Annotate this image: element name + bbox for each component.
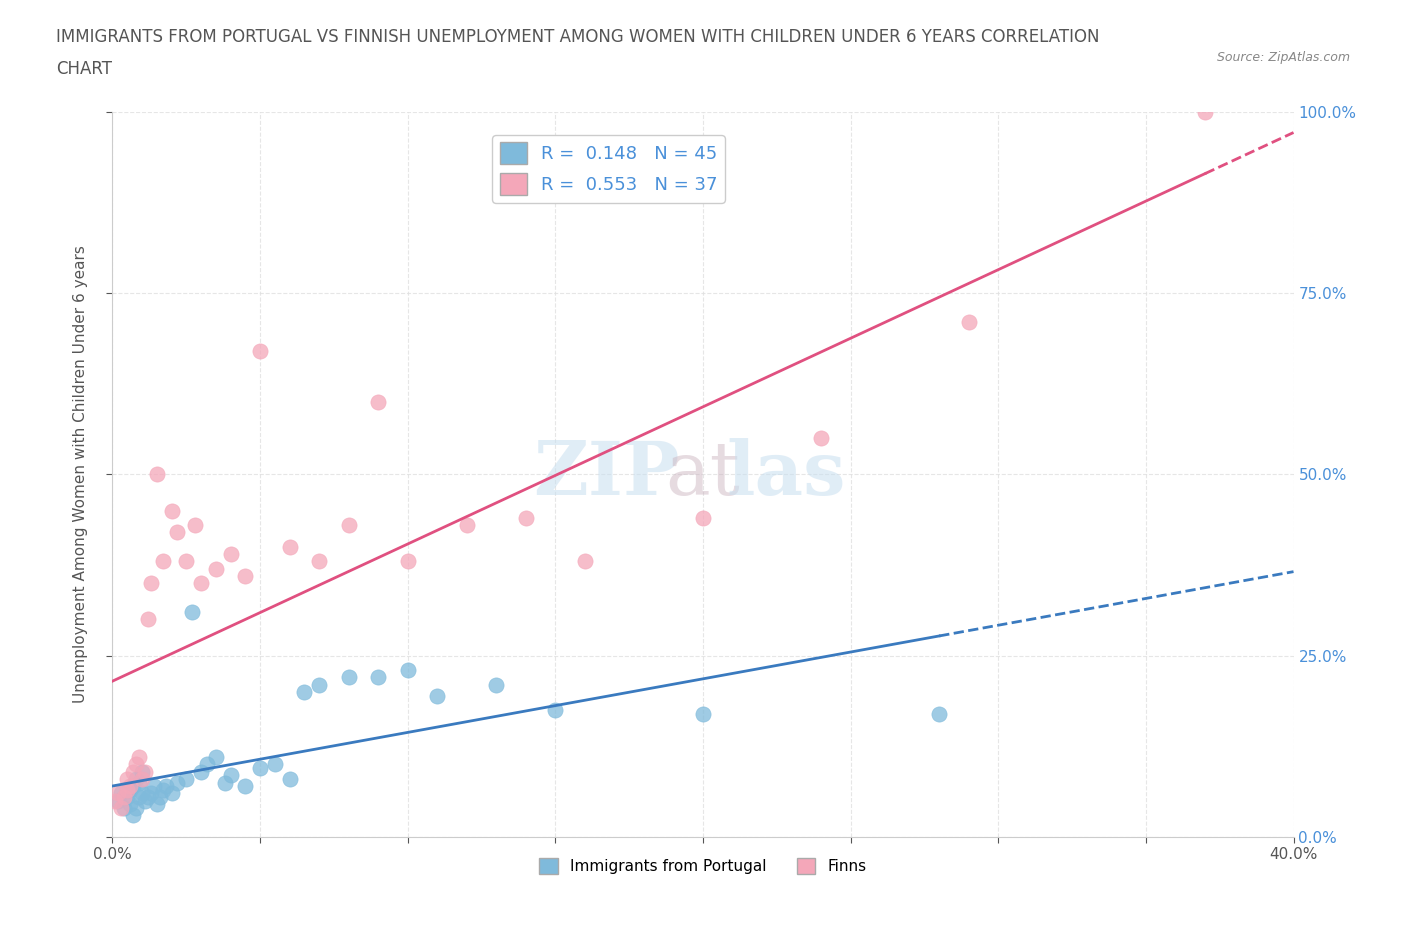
Point bbox=[396, 663, 419, 678]
Text: IMMIGRANTS FROM PORTUGAL VS FINNISH UNEMPLOYMENT AMONG WOMEN WITH CHILDREN UNDER: IMMIGRANTS FROM PORTUGAL VS FINNISH UNEM… bbox=[56, 28, 1099, 46]
Point bbox=[125, 772, 148, 787]
Point bbox=[152, 554, 174, 569]
Point bbox=[544, 703, 567, 718]
Point bbox=[112, 790, 135, 804]
Point bbox=[205, 750, 228, 764]
Point bbox=[219, 768, 242, 783]
Point bbox=[107, 786, 129, 801]
Point bbox=[104, 793, 127, 808]
Point bbox=[308, 677, 330, 692]
Point bbox=[692, 706, 714, 721]
Point bbox=[139, 576, 162, 591]
Point bbox=[131, 772, 153, 787]
Point bbox=[233, 568, 256, 583]
Point bbox=[264, 757, 287, 772]
Text: ZIP: ZIP bbox=[533, 438, 679, 511]
Text: at: at bbox=[665, 438, 741, 511]
Point bbox=[110, 786, 132, 801]
Point bbox=[112, 801, 135, 816]
Point bbox=[292, 684, 315, 699]
Point bbox=[146, 797, 169, 812]
Point bbox=[485, 677, 508, 692]
Point bbox=[122, 808, 145, 823]
Text: CHART: CHART bbox=[56, 60, 112, 78]
Point bbox=[136, 612, 159, 627]
Point bbox=[219, 547, 242, 562]
Point bbox=[184, 518, 207, 533]
Point bbox=[128, 750, 150, 764]
Point bbox=[233, 778, 256, 793]
Point bbox=[205, 561, 228, 576]
Point bbox=[120, 782, 142, 797]
Point bbox=[131, 764, 153, 779]
Point bbox=[128, 776, 150, 790]
Point bbox=[195, 757, 218, 772]
Point bbox=[146, 467, 169, 482]
Point bbox=[515, 511, 537, 525]
Point bbox=[134, 764, 156, 779]
Point bbox=[337, 670, 360, 684]
Point bbox=[928, 706, 950, 721]
Point bbox=[117, 772, 138, 787]
Point bbox=[122, 764, 145, 779]
Point bbox=[249, 343, 271, 358]
Point bbox=[190, 764, 212, 779]
Point bbox=[142, 778, 165, 793]
Point bbox=[174, 554, 197, 569]
Point bbox=[110, 801, 132, 816]
Point bbox=[120, 797, 142, 812]
Point bbox=[139, 786, 162, 801]
Point bbox=[456, 518, 478, 533]
Point bbox=[134, 793, 156, 808]
Point bbox=[190, 576, 212, 591]
Point bbox=[120, 778, 142, 793]
Point bbox=[117, 790, 138, 804]
Point bbox=[249, 761, 271, 776]
Text: las: las bbox=[727, 438, 846, 511]
Point bbox=[131, 786, 153, 801]
Text: Source: ZipAtlas.com: Source: ZipAtlas.com bbox=[1216, 51, 1350, 64]
Point bbox=[278, 772, 301, 787]
Point bbox=[107, 793, 129, 808]
Point bbox=[155, 778, 177, 793]
Point bbox=[367, 394, 389, 409]
Point bbox=[1194, 104, 1216, 119]
Point bbox=[214, 776, 236, 790]
Point bbox=[337, 518, 360, 533]
Point bbox=[136, 790, 159, 804]
Point bbox=[122, 778, 145, 793]
Point bbox=[308, 554, 330, 569]
Point bbox=[117, 782, 138, 797]
Point bbox=[957, 314, 980, 329]
Y-axis label: Unemployment Among Women with Children Under 6 years: Unemployment Among Women with Children U… bbox=[73, 246, 89, 703]
Point bbox=[166, 525, 188, 539]
Point bbox=[396, 554, 419, 569]
Point bbox=[367, 670, 389, 684]
Point bbox=[181, 604, 204, 619]
Point bbox=[160, 786, 183, 801]
Point bbox=[125, 757, 148, 772]
Point bbox=[149, 790, 172, 804]
Legend: Immigrants from Portugal, Finns: Immigrants from Portugal, Finns bbox=[533, 852, 873, 880]
Point bbox=[152, 782, 174, 797]
Point bbox=[574, 554, 596, 569]
Point bbox=[166, 776, 188, 790]
Point bbox=[160, 503, 183, 518]
Point bbox=[174, 772, 197, 787]
Point bbox=[810, 431, 832, 445]
Point bbox=[128, 790, 150, 804]
Point bbox=[426, 688, 449, 703]
Point bbox=[125, 801, 148, 816]
Point bbox=[692, 511, 714, 525]
Point bbox=[278, 539, 301, 554]
